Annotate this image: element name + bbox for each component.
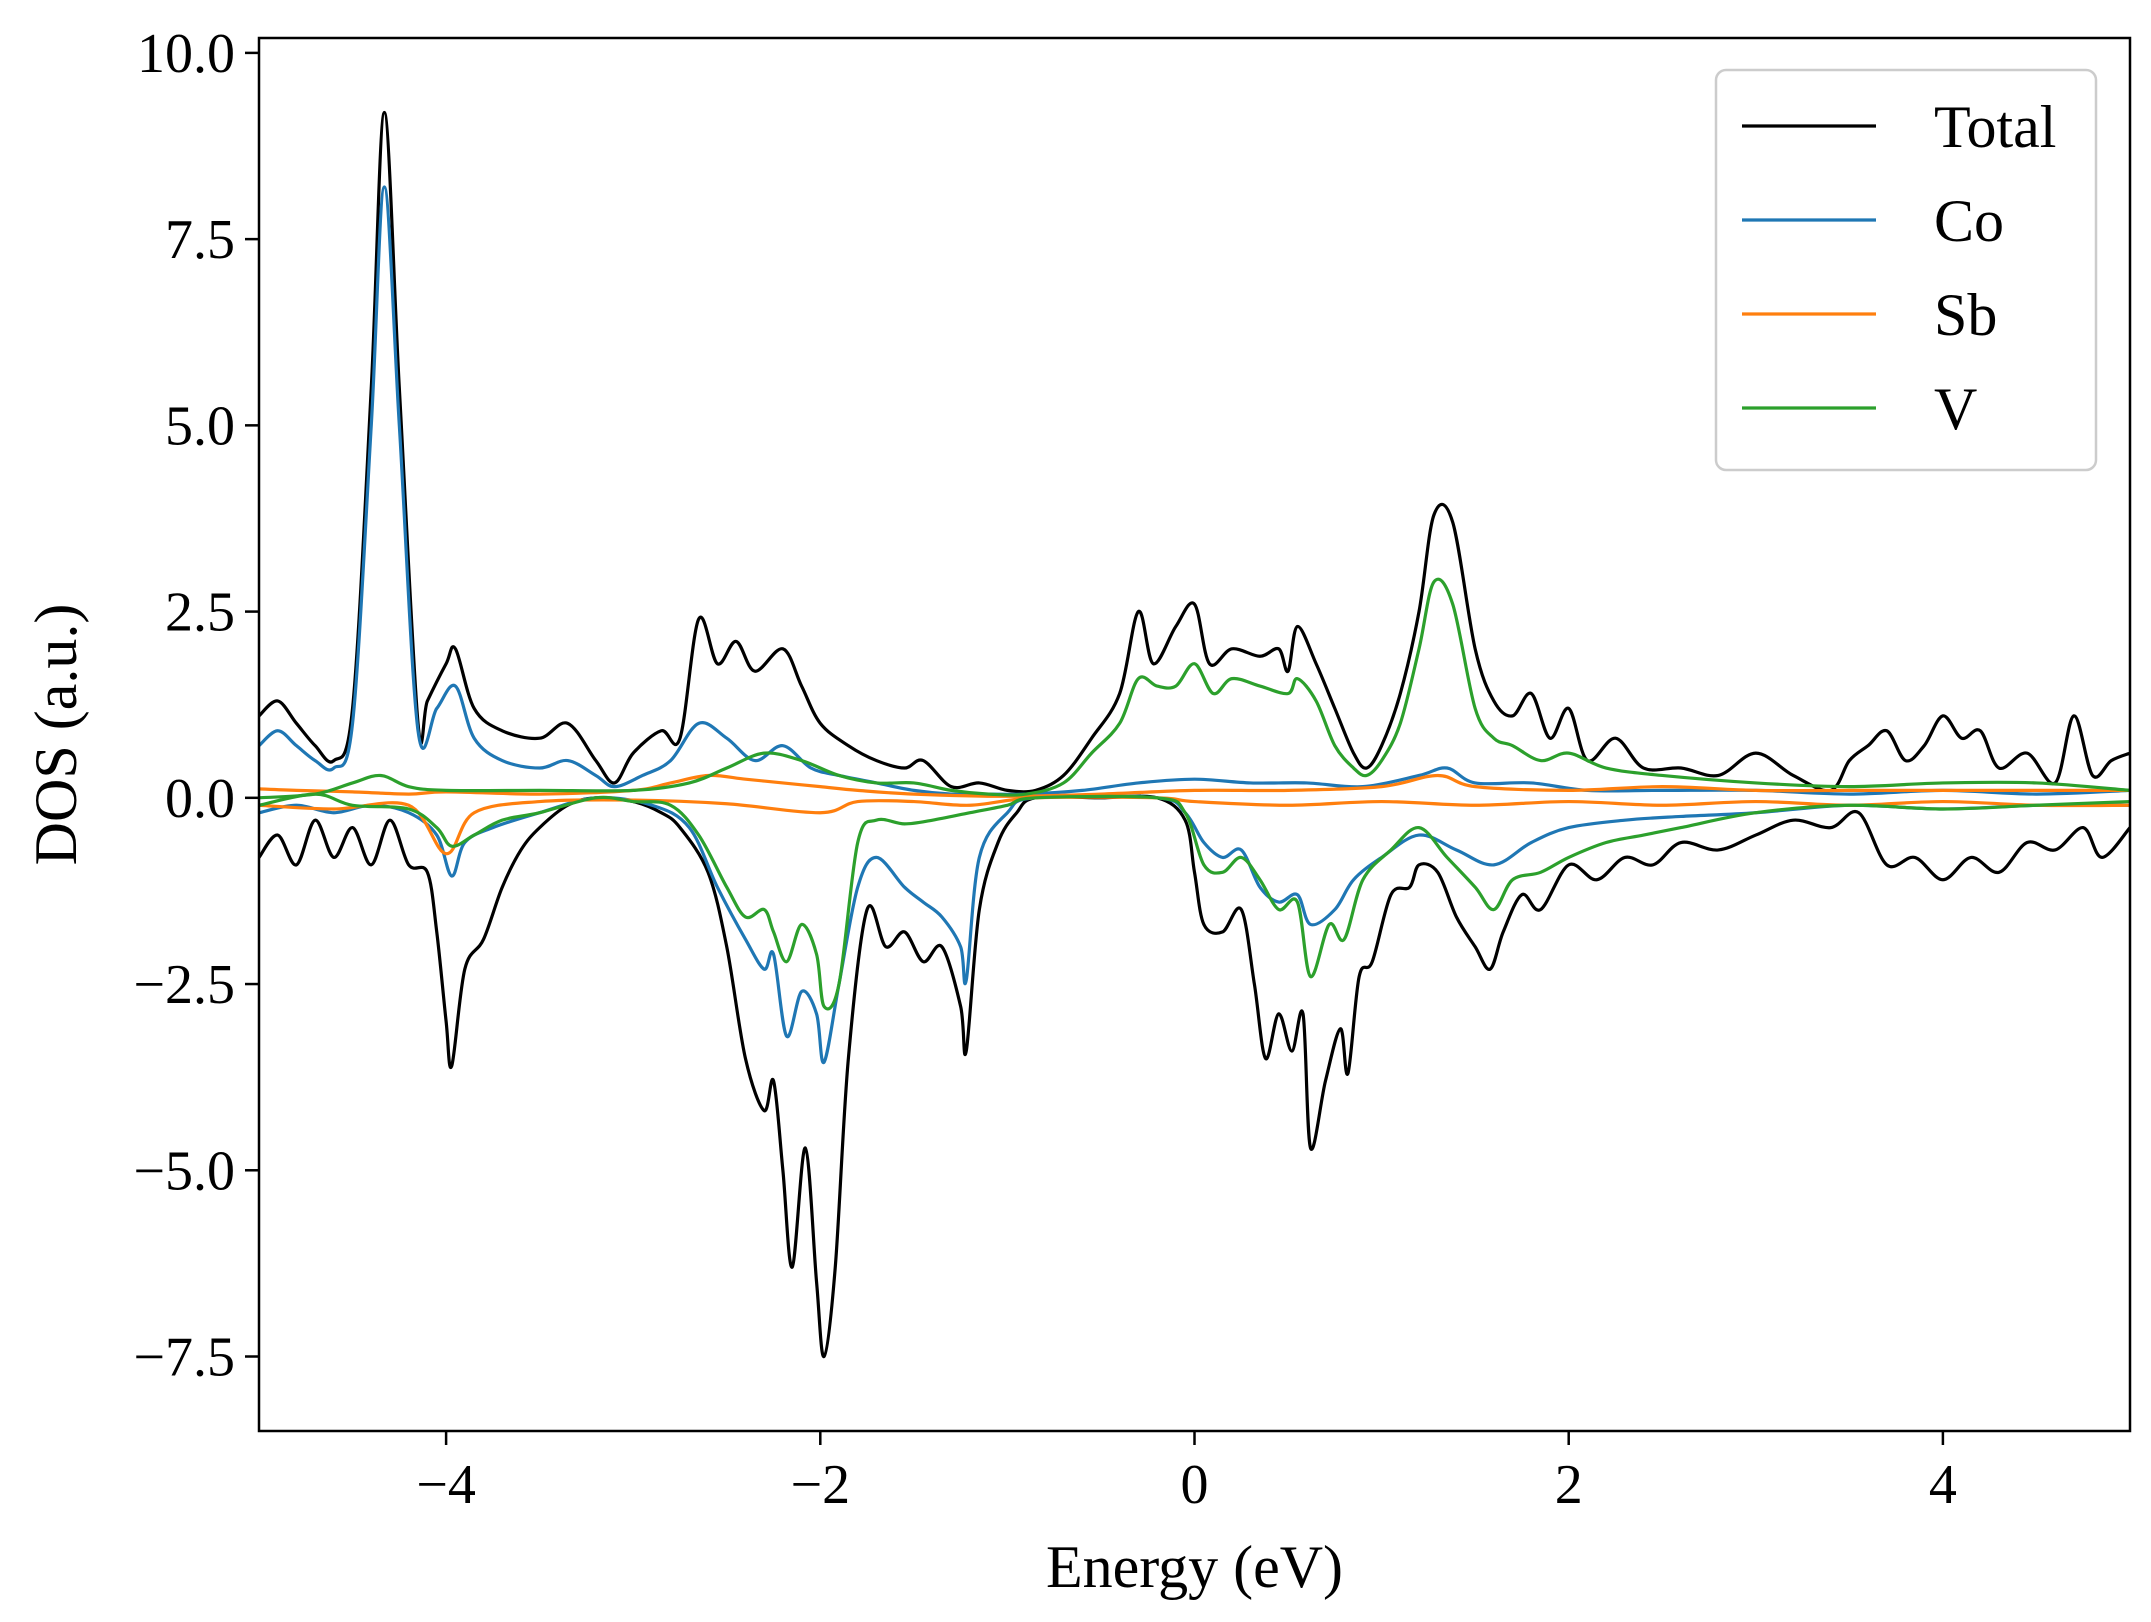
y-axis-ticks: −7.5 −5.0 −2.5 0.0 2.5 5.0 7.5 10.0 [133, 23, 259, 1389]
series-v-down-line [259, 792, 2130, 1011]
y-tick-label: 0.0 [165, 768, 235, 830]
y-tick-label: −2.5 [133, 954, 235, 1016]
x-tick-label: −4 [416, 1454, 476, 1516]
legend-label-total: Total [1934, 94, 2056, 160]
y-tick-label: 7.5 [165, 209, 235, 271]
x-axis-title: Energy (eV) [1046, 1534, 1343, 1600]
y-tick-label: −7.5 [133, 1327, 235, 1389]
x-tick-label: −2 [791, 1454, 851, 1516]
legend-label-co: Co [1934, 188, 2004, 254]
y-tick-label: −5.0 [133, 1140, 235, 1202]
legend: Total Co Sb V [1714, 68, 2098, 472]
x-tick-label: 2 [1555, 1454, 1583, 1516]
x-tick-label: 0 [1181, 1454, 1209, 1516]
y-axis-title: DOS (a.u.) [23, 604, 89, 866]
legend-box [1714, 68, 2098, 472]
series-co-up-line [259, 185, 2130, 796]
x-axis-ticks: −4 −2 0 2 4 [416, 1431, 1957, 1516]
y-tick-label: 5.0 [165, 395, 235, 457]
y-tick-label: 10.0 [137, 23, 235, 85]
series-sb-up-line [259, 773, 2130, 798]
legend-label-sb: Sb [1934, 282, 1997, 348]
plot-curves [259, 110, 2130, 1359]
legend-label-v: V [1934, 376, 1977, 442]
x-tick-label: 4 [1929, 1454, 1957, 1516]
series-v-up-line [259, 577, 2130, 800]
y-tick-label: 2.5 [165, 582, 235, 644]
